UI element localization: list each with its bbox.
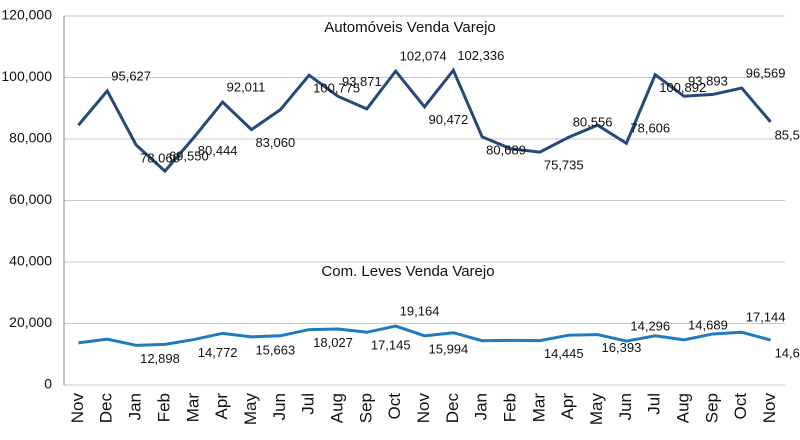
x-tick-label: Dec: [97, 393, 116, 424]
x-tick-label: Apr: [558, 393, 577, 420]
x-tick-label: Feb: [154, 393, 173, 422]
data-label: 102,336: [457, 48, 504, 63]
series-line: [77, 67, 772, 174]
data-label: 17,145: [371, 338, 411, 353]
data-label: 14,296: [630, 318, 670, 333]
x-tick-label: Nov: [68, 393, 87, 424]
x-tick-label: Jul: [645, 393, 664, 415]
data-label: 80,689: [486, 142, 526, 157]
data-label: 75,735: [544, 158, 584, 173]
x-tick-label: Jun: [270, 393, 289, 420]
x-tick-label: Mar: [529, 393, 548, 423]
series-line: [78, 324, 771, 347]
data-label: 90,472: [429, 112, 469, 127]
y-tick-label: 40,000: [9, 253, 52, 269]
x-tick-label: Jan: [126, 393, 145, 420]
data-label: 100,892: [659, 80, 706, 95]
x-tick-label: Dec: [443, 393, 462, 424]
x-tick-label: Jun: [616, 393, 635, 420]
data-label: 102,074: [400, 49, 447, 64]
series-name: Automóveis Venda Varejo: [324, 19, 496, 36]
x-tick-label: Nov: [760, 393, 779, 424]
data-label: 15,994: [429, 341, 469, 356]
data-label: 80,556: [573, 115, 613, 130]
data-label: 85,561: [775, 127, 800, 142]
x-tick-label: May: [587, 393, 606, 426]
data-label: 96,569: [746, 65, 786, 80]
data-label: 92,011: [227, 80, 266, 95]
x-tick-label: Feb: [501, 393, 520, 422]
y-tick-label: 20,000: [9, 314, 52, 330]
x-tick-label: Oct: [731, 393, 750, 420]
data-label: 14,445: [544, 346, 584, 361]
data-label: 95,627: [111, 68, 151, 83]
y-tick-label: 60,000: [9, 191, 52, 207]
data-label: 100,775: [313, 81, 360, 96]
data-label: 14,772: [198, 345, 238, 360]
data-label: 93,871: [342, 74, 382, 89]
x-tick-label: Apr: [212, 393, 231, 420]
x-tick-label: Nov: [414, 393, 433, 424]
y-tick-label: 0: [44, 376, 52, 392]
series-name: Com. Leves Venda Varejo: [321, 263, 494, 280]
x-tick-label: Oct: [385, 393, 404, 420]
data-label: 18,027: [313, 335, 353, 350]
data-label: 80,444: [198, 143, 238, 158]
data-label: 16,393: [602, 340, 642, 355]
data-label: 93,893: [688, 74, 728, 89]
x-tick-label: Sep: [702, 393, 721, 423]
x-tick-label: May: [241, 393, 260, 426]
data-label: 14,622: [775, 345, 800, 360]
x-tick-label: Mar: [183, 393, 202, 423]
y-tick-label: 120,000: [1, 7, 52, 23]
data-label: 78,060: [140, 150, 180, 165]
y-tick-label: 100,000: [1, 68, 52, 84]
data-label: 19,164: [400, 304, 440, 319]
data-label: 83,060: [255, 135, 295, 150]
data-label: 78,606: [630, 121, 670, 136]
data-label: 17,144: [746, 310, 786, 325]
data-label: 69,550: [169, 149, 209, 164]
y-tick-label: 80,000: [9, 130, 52, 146]
data-label: 15,663: [255, 342, 295, 357]
x-tick-label: Jul: [299, 393, 318, 415]
x-tick-label: Aug: [674, 393, 693, 423]
x-tick-label: Aug: [327, 393, 346, 423]
x-tick-label: Jan: [472, 393, 491, 420]
data-label: 14,689: [688, 317, 728, 332]
x-tick-label: Sep: [356, 393, 375, 423]
data-label: 12,898: [140, 351, 180, 366]
